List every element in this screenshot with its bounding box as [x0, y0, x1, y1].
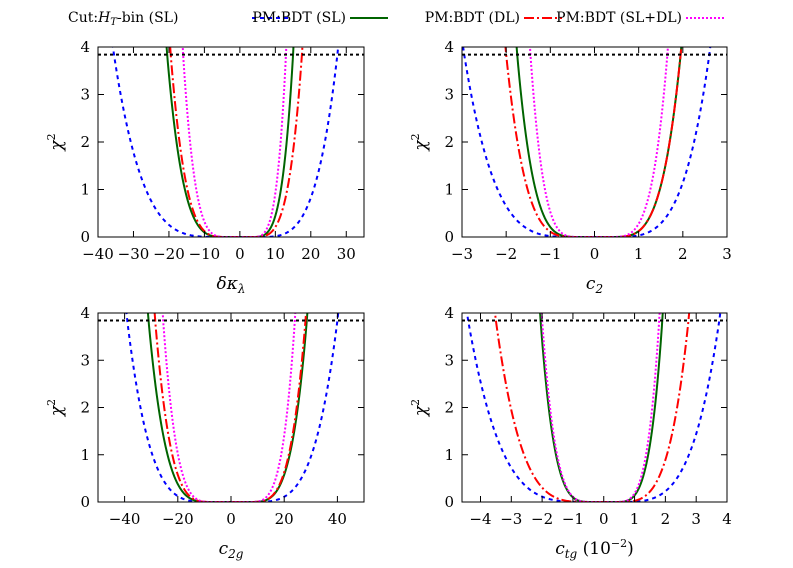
chart-panel-3: −4 −3 −2 −1 0 1 2 3 4 0 1 2 3 4 χ2 ctg (10−2)	[409, 304, 732, 561]
plot-frame	[461, 46, 728, 238]
series-group	[462, 47, 712, 237]
x-tick-label: −2	[531, 510, 553, 528]
legend-item-0: Cut:HT-bin (SL)	[68, 10, 290, 28]
x-tick-label: −3	[451, 245, 473, 263]
series-group	[466, 313, 722, 502]
x-tick-label: 0	[226, 510, 236, 528]
series-line-1	[515, 47, 683, 237]
x-tick-label: −20	[153, 245, 185, 263]
legend-label-2: PM:BDT (DL)	[425, 10, 520, 26]
y-tick-label: 4	[444, 304, 454, 322]
series-line-2	[493, 313, 691, 502]
y-tick-label: 3	[444, 351, 454, 369]
y-tick-label: 4	[80, 304, 90, 322]
x-tick-label: −2	[495, 245, 517, 263]
chart-panel-2: −40 −20 0 20 40 0 1 2 3 4 χ2 c2g	[45, 304, 365, 561]
legend: Cut:HT-bin (SL) PM:BDT (SL) PM:BDT (DL) …	[68, 10, 724, 28]
y-axis-label: χ2	[409, 133, 431, 151]
y-tick-label: 1	[80, 181, 90, 199]
series-line-0	[111, 47, 340, 237]
y-axis-label: χ2	[409, 399, 431, 417]
x-tick-label: 2	[661, 510, 671, 528]
legend-item-3: PM:BDT (SL+DL)	[556, 10, 724, 26]
x-tick-label: 3	[722, 245, 732, 263]
x-tick-label: −4	[469, 510, 491, 528]
legend-item-2: PM:BDT (DL)	[425, 10, 562, 26]
y-axis-label: χ2	[45, 133, 67, 151]
y-axis-label: χ2	[45, 399, 67, 417]
x-tick-label: 0	[590, 245, 600, 263]
series-group	[111, 47, 340, 237]
x-tick-label: −20	[162, 510, 194, 528]
series-line-0	[462, 47, 712, 237]
plot-frame	[461, 312, 728, 503]
x-tick-label: 40	[328, 510, 347, 528]
series-line-3	[181, 47, 288, 237]
x-tick-label: −40	[109, 510, 141, 528]
y-tick-label: 1	[444, 446, 454, 464]
series-line-1	[165, 47, 295, 237]
x-axis-label: c2g	[219, 539, 244, 561]
x-tick-label: 10	[266, 245, 285, 263]
x-tick-label: −10	[189, 245, 221, 263]
x-tick-label: −1	[539, 245, 561, 263]
series-line-0	[125, 313, 340, 502]
x-axis-label: ctg (10−2)	[555, 537, 634, 561]
y-tick-label: 3	[80, 86, 90, 104]
x-tick-label: 20	[301, 245, 320, 263]
y-tick-label: 0	[80, 493, 90, 511]
y-tick-label: 3	[80, 351, 90, 369]
chart-panel-0: −40 −30 −20 −10 0 10 20 30 0 1 2 3 4 χ2 δκλ	[45, 38, 365, 296]
y-tick-label: 4	[80, 38, 90, 56]
x-tick-label: 3	[691, 510, 701, 528]
y-tick-label: 3	[444, 86, 454, 104]
x-tick-label: −1	[562, 510, 584, 528]
legend-label-1: PM:BDT (SL)	[252, 10, 346, 26]
x-tick-label: 4	[722, 510, 732, 528]
x-tick-label: 1	[634, 245, 644, 263]
y-tick-label: 2	[80, 399, 90, 417]
y-tick-label: 0	[444, 493, 454, 511]
x-tick-label: −30	[118, 245, 150, 263]
x-tick-label: 2	[678, 245, 688, 263]
x-tick-label: −3	[500, 510, 522, 528]
x-tick-label: 20	[275, 510, 294, 528]
y-tick-label: 1	[80, 446, 90, 464]
x-tick-label: −40	[82, 245, 114, 263]
y-tick-label: 4	[444, 38, 454, 56]
x-axis-label: δκλ	[217, 274, 246, 296]
y-tick-label: 0	[80, 228, 90, 246]
x-axis-label: c2	[586, 274, 603, 296]
series-line-3	[529, 47, 669, 237]
plot-frame	[97, 312, 365, 503]
y-tick-label: 2	[444, 133, 454, 151]
series-line-2	[169, 47, 304, 237]
y-tick-label: 0	[444, 228, 454, 246]
x-tick-label: 0	[235, 245, 245, 263]
chart-panel-1: −3 −2 −1 0 1 2 3 0 1 2 3 4 χ2 c2	[409, 38, 732, 296]
plot-frame	[97, 46, 365, 238]
x-tick-label: 0	[599, 510, 609, 528]
y-tick-label: 2	[444, 399, 454, 417]
legend-label-3: PM:BDT (SL+DL)	[556, 10, 682, 26]
x-tick-label: 30	[337, 245, 356, 263]
series-group	[125, 313, 340, 502]
x-tick-label: 1	[630, 510, 640, 528]
y-tick-label: 1	[444, 181, 454, 199]
legend-label-0: Cut:HT-bin (SL)	[68, 10, 178, 28]
series-line-2	[504, 47, 683, 237]
y-tick-label: 2	[80, 133, 90, 151]
legend-item-1: PM:BDT (SL)	[252, 10, 388, 26]
series-line-0	[466, 313, 722, 502]
